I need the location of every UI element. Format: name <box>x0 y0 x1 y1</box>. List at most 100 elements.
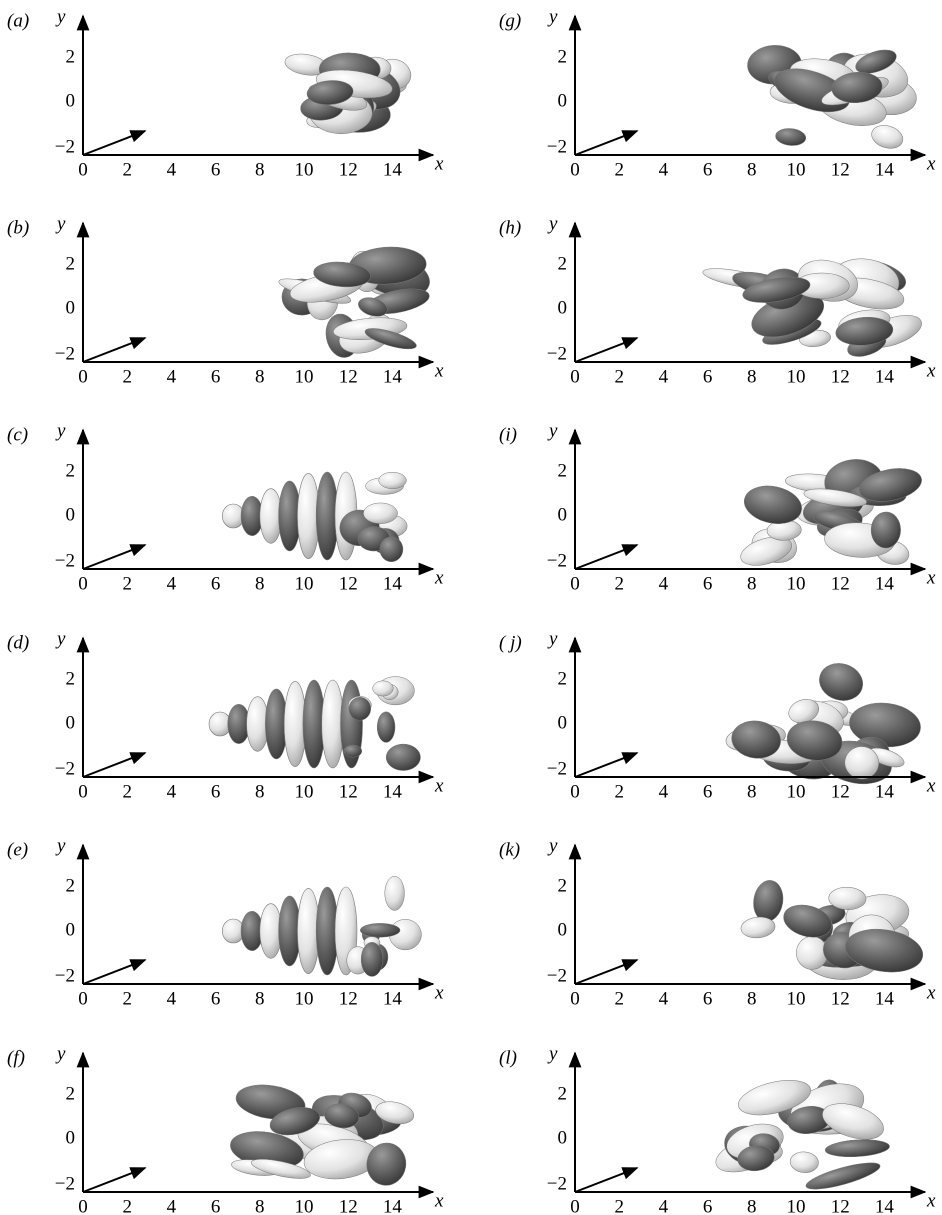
vortex-blob <box>740 916 776 939</box>
x-tick-label: 0 <box>78 573 88 594</box>
vortex-blob <box>844 746 879 780</box>
vortex-blob <box>786 720 843 761</box>
y-axis-label: y <box>55 1043 66 1064</box>
x-tick-label: 8 <box>747 573 757 594</box>
y-tick-label: 0 <box>558 504 568 525</box>
y-axis-label: y <box>55 835 66 856</box>
y-tick-label: 2 <box>558 253 568 274</box>
y-tick-label: 0 <box>558 919 568 940</box>
x-tick-label: 0 <box>570 988 580 1009</box>
x-tick-label: 10 <box>295 1196 314 1215</box>
y-tick-label: 0 <box>66 297 76 318</box>
y-tick-label: −2 <box>547 343 567 364</box>
x-tick-label: 0 <box>78 159 88 180</box>
y-tick-label: −2 <box>55 965 75 986</box>
isosurface <box>740 459 922 566</box>
x-tick-label: 4 <box>659 781 669 802</box>
isosurface <box>221 471 408 563</box>
panel-label: (h) <box>499 217 521 238</box>
x-axis-label: x <box>926 567 936 588</box>
x-tick-label: 8 <box>747 1196 757 1215</box>
z-axis <box>574 959 639 985</box>
isosurface <box>230 1084 415 1186</box>
vortex-blob <box>385 743 421 771</box>
vortex-blob <box>753 880 784 922</box>
vortex-blob <box>375 1101 415 1125</box>
x-tick-label: 2 <box>614 1196 624 1215</box>
vortex-blob <box>738 1080 811 1116</box>
x-tick-label: 4 <box>167 573 177 594</box>
x-tick-label: 0 <box>570 781 580 802</box>
vortex-blob <box>379 536 404 563</box>
y-tick-label: 2 <box>66 46 76 67</box>
y-tick-label: −2 <box>547 758 567 779</box>
x-tick-label: 6 <box>703 1196 713 1215</box>
x-tick-label: 10 <box>787 159 806 180</box>
y-tick-label: 2 <box>66 875 76 896</box>
x-tick-label: 6 <box>211 1196 221 1215</box>
x-tick-label: 12 <box>339 366 358 387</box>
isosurface <box>702 258 922 357</box>
y-tick-label: 0 <box>66 504 76 525</box>
x-tick-label: 8 <box>255 573 265 594</box>
x-tick-label: 10 <box>295 781 314 802</box>
x-tick-label: 8 <box>747 988 757 1009</box>
x-tick-label: 12 <box>339 159 358 180</box>
panel-label: (d) <box>7 632 29 653</box>
vortex-blob <box>803 488 867 507</box>
x-tick-label: 6 <box>703 573 713 594</box>
vortex-blob <box>870 511 901 549</box>
x-tick-label: 4 <box>167 988 177 1009</box>
vortex-blob <box>363 502 398 524</box>
y-tick-label: 2 <box>66 253 76 274</box>
vortex-blob <box>251 1158 311 1179</box>
z-axis <box>574 544 639 570</box>
z-axis <box>574 130 639 156</box>
y-axis-label: y <box>55 6 66 27</box>
x-axis-label: x <box>434 1190 444 1211</box>
x-tick-label: 14 <box>383 988 403 1009</box>
x-tick-label: 4 <box>167 1196 177 1215</box>
x-axis-label: x <box>926 360 936 381</box>
x-tick-label: 8 <box>255 159 265 180</box>
vortex-blob <box>855 49 897 74</box>
y-tick-label: 2 <box>66 668 76 689</box>
x-tick-label: 4 <box>167 781 177 802</box>
y-axis-label: y <box>547 213 558 234</box>
x-tick-label: 0 <box>570 159 580 180</box>
x-tick-label: 2 <box>614 573 624 594</box>
x-tick-label: 0 <box>78 781 88 802</box>
x-tick-label: 8 <box>255 781 265 802</box>
y-tick-label: 2 <box>66 460 76 481</box>
z-axis <box>574 337 639 363</box>
y-tick-label: −2 <box>55 136 75 157</box>
x-tick-label: 6 <box>703 781 713 802</box>
x-axis-label: x <box>926 982 936 1003</box>
isosurface <box>740 880 924 980</box>
x-tick-label: 4 <box>167 366 177 387</box>
z-axis <box>574 752 639 778</box>
x-tick-label: 14 <box>383 159 403 180</box>
vortex-blob <box>364 328 417 350</box>
y-axis-label: y <box>547 420 558 441</box>
vortex-blob <box>742 276 811 303</box>
panel-label: (f) <box>7 1047 25 1068</box>
z-axis <box>574 1167 639 1193</box>
y-tick-label: −2 <box>547 1173 567 1194</box>
panel-label: (i) <box>499 424 517 445</box>
x-tick-label: 6 <box>211 781 221 802</box>
vortex-blob <box>822 1103 884 1140</box>
x-tick-label: 8 <box>747 781 757 802</box>
x-tick-label: 8 <box>255 366 265 387</box>
vortex-blob <box>783 904 832 938</box>
z-axis <box>82 959 147 985</box>
x-tick-label: 12 <box>831 1196 850 1215</box>
x-tick-label: 14 <box>875 1196 895 1215</box>
x-tick-label: 14 <box>875 366 895 387</box>
panel-label: ( j) <box>499 632 522 653</box>
x-tick-label: 4 <box>659 573 669 594</box>
vortex-blob <box>789 1151 819 1173</box>
vortex-blob <box>358 297 388 317</box>
